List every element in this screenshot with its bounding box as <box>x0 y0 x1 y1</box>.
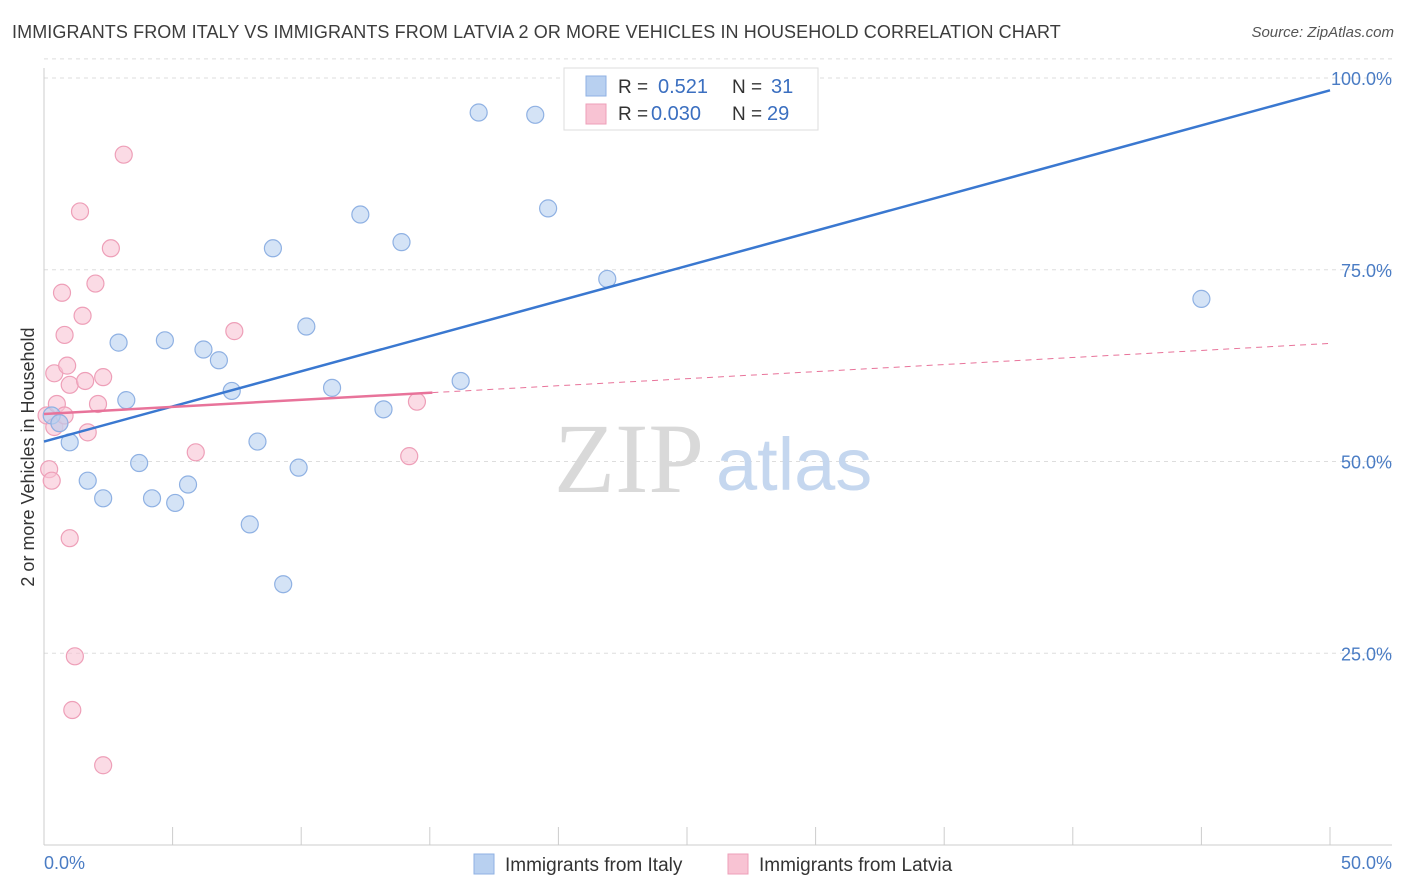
watermark-atlas: atlas <box>716 423 872 506</box>
x-tick-label-max: 50.0% <box>1341 853 1392 873</box>
italy-point <box>322 378 342 397</box>
italy-point <box>50 414 69 433</box>
italy-point <box>248 432 267 451</box>
y-tick-label: 25.0% <box>1341 644 1392 664</box>
italy-point <box>297 317 316 336</box>
latvia-point <box>88 394 108 414</box>
latvia-point <box>94 756 113 775</box>
legend-n-value-italy: 31 <box>771 76 793 98</box>
italy-point <box>94 489 113 508</box>
y-tick-label: 100.0% <box>1331 69 1392 89</box>
legend-swatch-latvia <box>585 103 607 125</box>
trend-line-italy <box>43 89 1331 443</box>
trend-line-latvia <box>43 391 433 416</box>
italy-point <box>274 575 293 594</box>
italy-point <box>194 340 213 359</box>
italy-point <box>539 199 558 218</box>
latvia-point <box>60 375 79 394</box>
bottom-legend-label-latvia: Immigrants from Latvia <box>759 855 953 876</box>
italy-point <box>130 453 149 473</box>
italy-point <box>469 103 488 122</box>
legend-n-label-italy: N = <box>732 77 762 98</box>
latvia-point <box>407 392 427 411</box>
latvia-point <box>65 647 84 666</box>
y-tick-labels: 25.0% 50.0% 75.0% 100.0% <box>1331 69 1392 664</box>
italy-point <box>351 205 370 224</box>
gridlines <box>44 58 1392 654</box>
latvia-point <box>60 529 79 548</box>
bottom-legend-swatch-latvia <box>727 853 749 875</box>
italy-point <box>374 400 393 419</box>
legend-n-label-latvia: N = <box>732 104 762 125</box>
italy-point <box>155 331 174 350</box>
x-tick-label-min: 0.0% <box>44 853 85 873</box>
italy-point <box>178 475 198 494</box>
italy-point <box>142 489 162 508</box>
y-tick-label: 50.0% <box>1341 453 1392 473</box>
watermark-zip: ZIP <box>554 403 704 514</box>
axes <box>43 68 1392 846</box>
latvia-points <box>37 145 427 775</box>
watermark: ZIP atlas <box>554 403 872 514</box>
latvia-point <box>52 283 72 302</box>
italy-point <box>209 351 228 370</box>
latvia-point <box>186 443 205 462</box>
trend-lines <box>43 89 1331 443</box>
bottom-legend: Immigrants from Italy Immigrants from La… <box>473 853 953 876</box>
italy-point <box>240 515 259 534</box>
latvia-point <box>101 239 120 258</box>
latvia-point <box>400 447 419 466</box>
italy-point <box>78 471 97 490</box>
italy-point <box>117 391 136 410</box>
italy-point <box>451 371 470 391</box>
bottom-legend-swatch-italy <box>473 853 495 875</box>
latvia-point <box>94 368 113 387</box>
latvia-point <box>76 371 95 391</box>
legend-r-label-latvia: R = <box>618 104 648 125</box>
legend-n-value-latvia: 29 <box>767 103 789 125</box>
italy-point <box>1192 289 1211 308</box>
italy-point <box>109 333 128 352</box>
chart-source: Source: ZipAtlas.com <box>1251 24 1394 41</box>
italy-point <box>392 233 411 252</box>
legend-r-value-italy: 0.521 <box>658 76 708 98</box>
x-ticks <box>43 827 1331 845</box>
latvia-point <box>55 325 74 345</box>
latvia-point <box>73 306 92 325</box>
latvia-point <box>63 700 82 720</box>
latvia-point <box>70 202 90 221</box>
latvia-point <box>86 274 105 293</box>
y-tick-label: 75.0% <box>1341 261 1392 281</box>
italy-point <box>526 105 545 124</box>
trend-line-latvia-extension <box>432 342 1331 394</box>
latvia-point <box>114 145 133 164</box>
italy-point <box>263 239 283 258</box>
y-axis-title: 2 or more Vehicles in Household <box>18 327 38 586</box>
bottom-legend-label-italy: Immigrants from Italy <box>505 855 683 876</box>
italy-point <box>289 458 308 477</box>
chart-title: IMMIGRANTS FROM ITALY VS IMMIGRANTS FROM… <box>12 22 1061 42</box>
italy-points <box>42 103 1211 594</box>
latvia-point <box>58 356 77 375</box>
italy-point <box>166 493 185 513</box>
latvia-point <box>42 471 61 490</box>
legend-box: R = 0.521 N = 31 R = 0.030 N = 29 <box>563 67 819 131</box>
legend-r-value-latvia: 0.030 <box>651 103 701 125</box>
legend-r-label-italy: R = <box>618 77 648 98</box>
legend-swatch-italy <box>585 75 607 97</box>
latvia-point <box>225 322 244 341</box>
